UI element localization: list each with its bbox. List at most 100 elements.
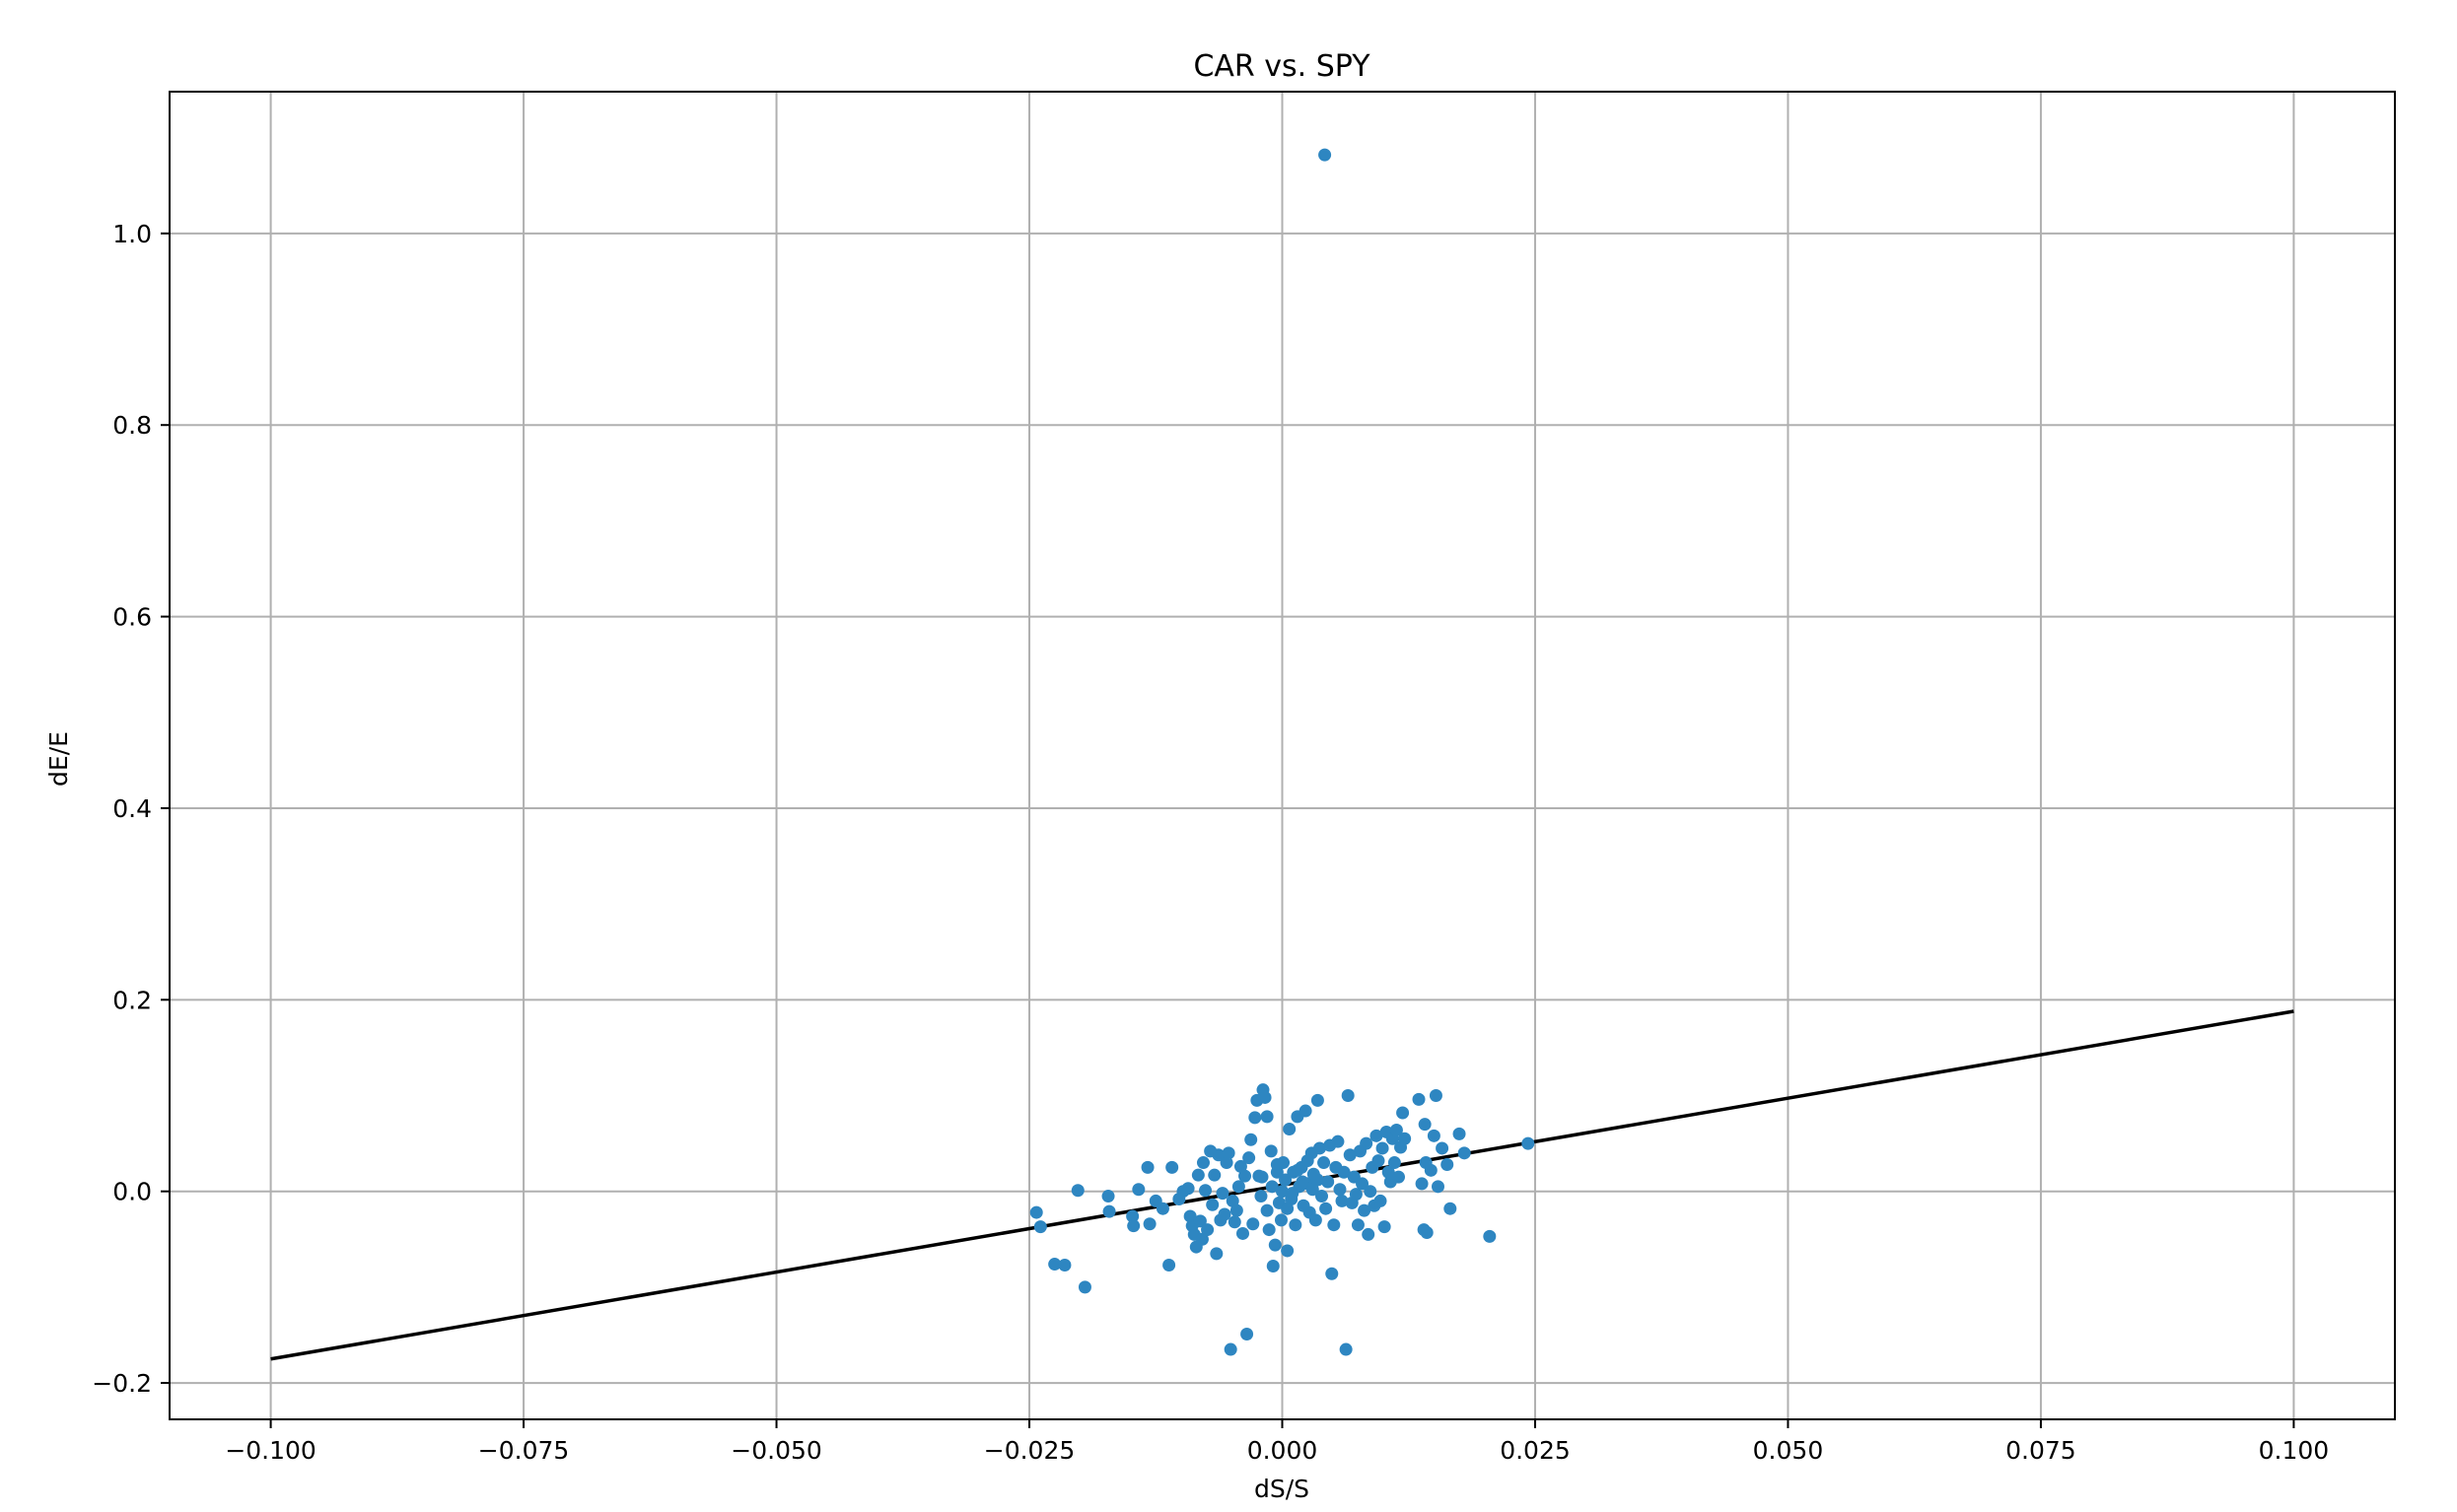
data-point xyxy=(1244,1133,1258,1146)
data-point xyxy=(1195,1232,1209,1246)
data-point xyxy=(1300,1154,1314,1168)
data-point xyxy=(1262,1223,1276,1237)
data-point xyxy=(1412,1092,1426,1106)
data-point xyxy=(1431,1180,1444,1194)
data-point xyxy=(1483,1229,1497,1243)
data-point xyxy=(1127,1219,1141,1233)
data-point xyxy=(1362,1227,1375,1241)
data-point xyxy=(1299,1104,1312,1118)
data-point xyxy=(1396,1106,1410,1120)
data-point xyxy=(1260,1110,1274,1124)
y-tick-label: 0.2 xyxy=(112,986,152,1014)
data-point xyxy=(1242,1151,1256,1165)
data-point xyxy=(1349,1188,1363,1202)
data-point xyxy=(1291,1163,1304,1177)
data-point xyxy=(1317,1156,1331,1170)
data-point xyxy=(1071,1184,1085,1198)
data-point xyxy=(1218,1207,1231,1221)
data-point xyxy=(1312,1141,1326,1155)
data-point xyxy=(1373,1194,1387,1207)
data-point xyxy=(1319,1202,1333,1215)
data-point xyxy=(1325,1267,1339,1280)
data-point xyxy=(1452,1127,1466,1140)
data-point xyxy=(1268,1238,1282,1252)
data-point xyxy=(1058,1259,1072,1272)
grid-lines xyxy=(170,92,2395,1419)
data-point xyxy=(1305,1183,1319,1197)
data-point xyxy=(1216,1187,1229,1201)
data-point xyxy=(1321,1175,1335,1189)
data-point xyxy=(1521,1136,1535,1150)
data-point xyxy=(1398,1132,1412,1145)
data-point xyxy=(1318,148,1332,162)
x-tick-label: −0.050 xyxy=(731,1436,822,1465)
data-point xyxy=(1443,1202,1457,1215)
data-point xyxy=(1260,1203,1274,1217)
data-point xyxy=(1369,1129,1383,1142)
data-point xyxy=(1333,1183,1347,1197)
data-point xyxy=(1375,1141,1389,1155)
data-point xyxy=(1165,1160,1179,1174)
data-point xyxy=(1248,1111,1262,1125)
data-point xyxy=(1126,1209,1140,1223)
data-point xyxy=(1228,1215,1241,1229)
data-point xyxy=(1199,1184,1213,1198)
data-point xyxy=(1371,1154,1385,1168)
data-point xyxy=(1102,1204,1116,1218)
data-point xyxy=(1254,1190,1268,1203)
data-point xyxy=(1283,1123,1297,1136)
x-axis-label: dS/S xyxy=(1254,1475,1309,1503)
data-point xyxy=(1235,1226,1249,1240)
data-point xyxy=(1238,1169,1252,1183)
x-tick-label: −0.025 xyxy=(984,1436,1076,1465)
data-point xyxy=(1183,1209,1197,1223)
data-point xyxy=(1310,1093,1324,1107)
data-point xyxy=(1210,1247,1224,1261)
data-point xyxy=(1033,1220,1047,1234)
data-point xyxy=(1231,1180,1245,1194)
data-point xyxy=(1360,1136,1373,1150)
data-point xyxy=(1201,1223,1215,1237)
chart-title: CAR vs. SPY xyxy=(1193,49,1370,84)
data-point xyxy=(1258,1090,1272,1104)
y-tick-label: 1.0 xyxy=(112,220,152,248)
data-point xyxy=(1364,1185,1377,1199)
data-point xyxy=(1358,1203,1371,1217)
data-point xyxy=(1331,1134,1345,1148)
data-point xyxy=(1029,1205,1043,1219)
data-point xyxy=(1281,1202,1295,1215)
data-point xyxy=(1220,1156,1233,1170)
y-tick-label: −0.2 xyxy=(92,1369,152,1398)
data-point xyxy=(1276,1185,1289,1199)
data-point xyxy=(1296,1175,1309,1189)
data-point xyxy=(1208,1168,1222,1182)
x-tick-label: 0.075 xyxy=(2005,1436,2076,1465)
data-point xyxy=(1246,1217,1260,1231)
data-point xyxy=(1415,1177,1429,1191)
data-point xyxy=(1427,1129,1440,1142)
data-point xyxy=(1132,1183,1146,1197)
data-point xyxy=(1279,1173,1293,1187)
data-point xyxy=(1389,1123,1403,1136)
data-point xyxy=(1264,1144,1278,1158)
data-point xyxy=(1265,1180,1279,1194)
data-point xyxy=(1281,1244,1295,1258)
data-point xyxy=(1436,1141,1449,1155)
data-point xyxy=(1048,1258,1062,1271)
data-point xyxy=(1289,1218,1302,1232)
y-tick-label: 0.8 xyxy=(112,411,152,440)
data-point xyxy=(1310,1173,1324,1187)
data-point xyxy=(1255,1170,1269,1184)
x-tick-label: 0.100 xyxy=(2259,1436,2330,1465)
y-axis-label: dE/E xyxy=(44,731,73,787)
data-point xyxy=(1229,1203,1243,1217)
data-point xyxy=(1440,1157,1454,1171)
data-point xyxy=(1270,1157,1284,1171)
data-point xyxy=(1193,1214,1207,1228)
data-point xyxy=(1308,1213,1322,1227)
x-tick-label: 0.050 xyxy=(1753,1436,1824,1465)
data-point xyxy=(1191,1168,1205,1182)
data-point xyxy=(1420,1225,1434,1239)
data-point xyxy=(1337,1165,1351,1179)
